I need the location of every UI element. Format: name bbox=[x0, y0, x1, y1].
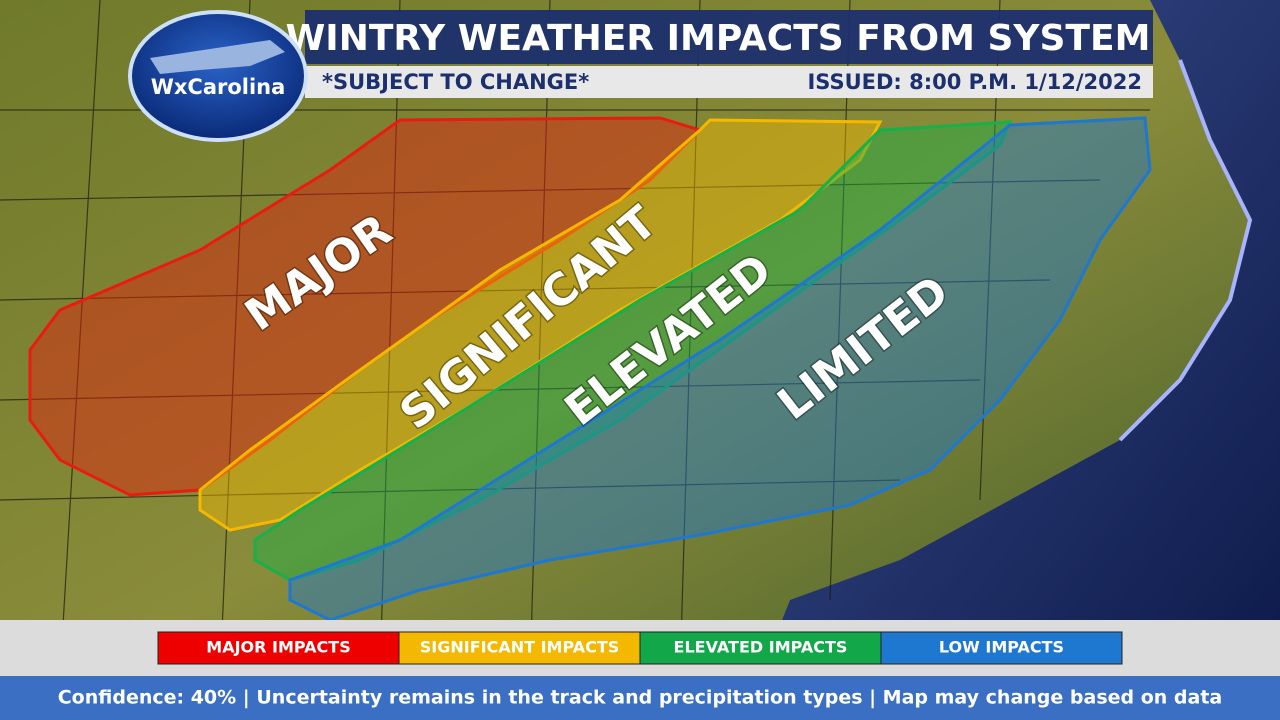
subtitle-bar bbox=[305, 66, 1153, 98]
county-lines bbox=[0, 0, 1150, 677]
legend-swatch bbox=[398, 631, 641, 665]
coastline bbox=[1118, 59, 1253, 442]
legend-label: ELEVATED IMPACTS bbox=[674, 638, 848, 657]
legend-label: MAJOR IMPACTS bbox=[206, 638, 350, 657]
impact-zone bbox=[198, 118, 883, 532]
impact-zones bbox=[28, 116, 1152, 622]
subtitle: *SUBJECT TO CHANGE* bbox=[322, 70, 589, 94]
footer-bar bbox=[0, 676, 1280, 720]
legend-label: LOW IMPACTS bbox=[939, 638, 1064, 657]
ocean bbox=[760, 0, 1280, 676]
logo-state bbox=[150, 40, 285, 74]
legend-label: SIGNIFICANT IMPACTS bbox=[420, 638, 620, 657]
legend: MAJOR IMPACTS SIGNIFICANT IMPACTS ELEVATED… bbox=[157, 631, 1123, 665]
footer: Confidence: 40% | Uncertainty remains in… bbox=[58, 687, 1223, 709]
impact-zone bbox=[28, 116, 703, 497]
impact-zone bbox=[288, 116, 1152, 622]
legend-swatch bbox=[880, 631, 1123, 665]
impact-zone bbox=[253, 120, 1013, 582]
issued: ISSUED: 8:00 P.M. 1/12/2022 bbox=[807, 70, 1142, 94]
title: WINTRY WEATHER IMPACTS FROM SYSTEM bbox=[286, 18, 1151, 59]
logo-text: WxCarolina bbox=[151, 75, 286, 99]
title-bar bbox=[305, 10, 1153, 64]
